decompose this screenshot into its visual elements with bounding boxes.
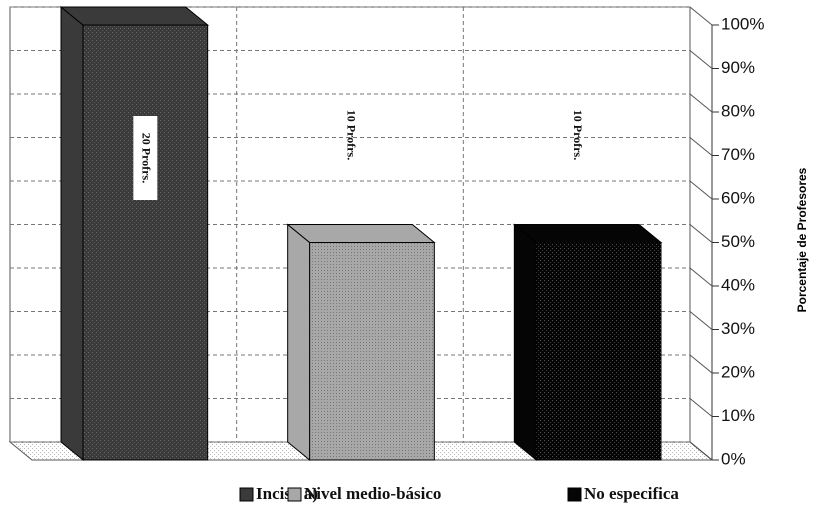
bar-top <box>59 6 210 26</box>
grid-depth <box>689 50 713 69</box>
legend-label: Inciso a) <box>256 484 318 503</box>
y-tick-label: 20% <box>721 362 755 381</box>
y-tick-label: 60% <box>721 188 755 207</box>
bar-texture <box>309 242 435 460</box>
y-tick-label: 30% <box>721 319 755 338</box>
legend-swatch <box>239 487 254 502</box>
y-tick-label: 50% <box>721 232 755 251</box>
y-axis-label: Porcentaje de Profesores <box>795 167 809 312</box>
y-tick-label: 100% <box>721 14 764 33</box>
grid-depth <box>689 398 713 417</box>
y-tick-label: 10% <box>721 406 755 425</box>
bar-texture <box>83 25 208 460</box>
grid-depth <box>689 180 713 200</box>
grid-depth <box>689 311 713 330</box>
bar-side <box>513 223 537 462</box>
legend-swatch <box>287 487 302 502</box>
y-tick-label: 40% <box>721 275 755 294</box>
y-tick-label: 70% <box>721 145 755 164</box>
y-tick-label: 80% <box>721 101 755 120</box>
bar-side <box>60 5 84 462</box>
annotation: 10 Profrs. <box>571 110 585 160</box>
bar-top <box>512 224 663 243</box>
grid-depth <box>689 224 713 243</box>
y-tick-label: 90% <box>721 58 755 77</box>
bar-texture <box>536 242 661 460</box>
grid-depth <box>689 267 713 287</box>
legend-label: No especifica <box>584 484 679 503</box>
grid-depth <box>689 137 713 156</box>
legend-swatch <box>567 487 582 502</box>
bar-top <box>286 224 436 243</box>
grid-depth <box>689 93 713 113</box>
annotation: 10 Profrs. <box>344 110 358 160</box>
legend-label: Nivel medio-básico <box>304 484 441 503</box>
y-tick-label: 0% <box>721 449 746 468</box>
bar-side <box>287 223 311 462</box>
grid-depth <box>689 6 713 26</box>
grid-depth <box>689 441 713 461</box>
annotation: 20 Profrs. <box>140 133 154 183</box>
grid-depth <box>689 354 713 374</box>
annotation-box <box>133 116 158 200</box>
